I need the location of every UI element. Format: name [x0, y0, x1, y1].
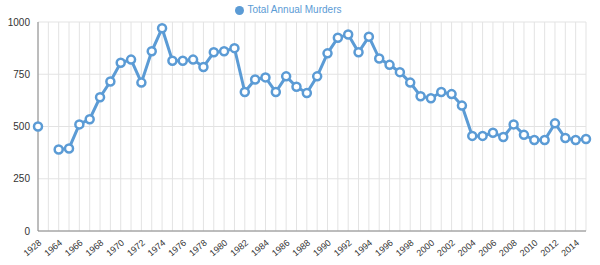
svg-text:1970: 1970	[104, 238, 126, 259]
svg-text:750: 750	[13, 69, 30, 80]
svg-text:2006: 2006	[477, 238, 499, 259]
svg-text:1974: 1974	[146, 238, 168, 259]
svg-text:1990: 1990	[311, 238, 333, 259]
html-text:Total Annual Murders: Total Annual Murders	[247, 4, 342, 15]
svg-text:1928: 1928	[22, 238, 44, 259]
svg-text:1982: 1982	[228, 238, 250, 259]
svg-text:1964: 1964	[42, 238, 64, 259]
svg-text:250: 250	[13, 173, 30, 184]
svg-text:1968: 1968	[84, 238, 106, 259]
svg-text:1998: 1998	[394, 238, 416, 259]
svg-text:1992: 1992	[332, 238, 354, 259]
svg-text:2000: 2000	[415, 238, 437, 259]
svg-text:2004: 2004	[456, 238, 478, 259]
svg-text:0: 0	[24, 226, 30, 237]
svg-text:2012: 2012	[539, 238, 561, 259]
svg-text:1972: 1972	[125, 238, 147, 259]
svg-text:1994: 1994	[352, 238, 374, 259]
svg-text:500: 500	[13, 121, 30, 132]
svg-text:1996: 1996	[373, 238, 395, 259]
svg-text:1000: 1000	[8, 17, 30, 28]
svg-text:2014: 2014	[559, 238, 581, 259]
svg-text:1976: 1976	[166, 238, 188, 259]
svg-text:1966: 1966	[63, 238, 85, 259]
svg-text:1984: 1984	[249, 238, 271, 259]
svg-text:1980: 1980	[208, 238, 230, 259]
svg-text:2010: 2010	[518, 238, 540, 259]
svg-text:1986: 1986	[270, 238, 292, 259]
svg-text:2002: 2002	[435, 238, 457, 259]
svg-text:1978: 1978	[187, 238, 209, 259]
svg-text:2008: 2008	[497, 238, 519, 259]
svg-text:1988: 1988	[290, 238, 312, 259]
